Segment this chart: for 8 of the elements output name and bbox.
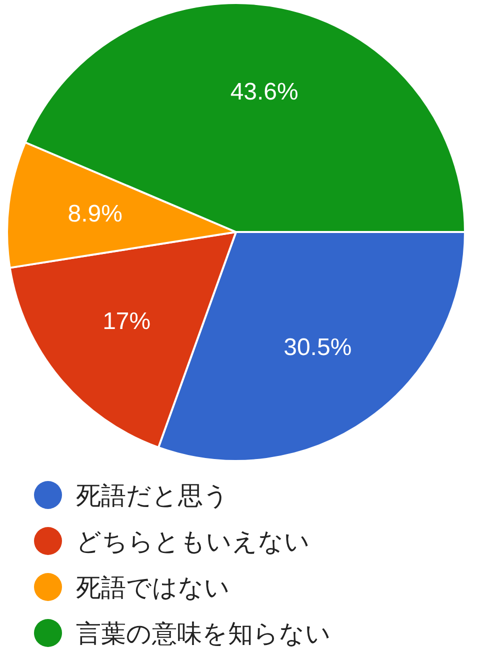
data-label: 30.5% xyxy=(284,334,352,361)
data-label: 8.9% xyxy=(68,200,122,228)
data-label: 43.6% xyxy=(230,78,298,106)
legend-label: 言葉の意味を知らない xyxy=(76,618,331,650)
legend-label: 死語だと思う xyxy=(76,480,229,512)
legend-label: 死語ではない xyxy=(76,572,230,604)
legend-label: どちらともいえない xyxy=(76,526,310,558)
data-label: 17% xyxy=(102,308,151,336)
